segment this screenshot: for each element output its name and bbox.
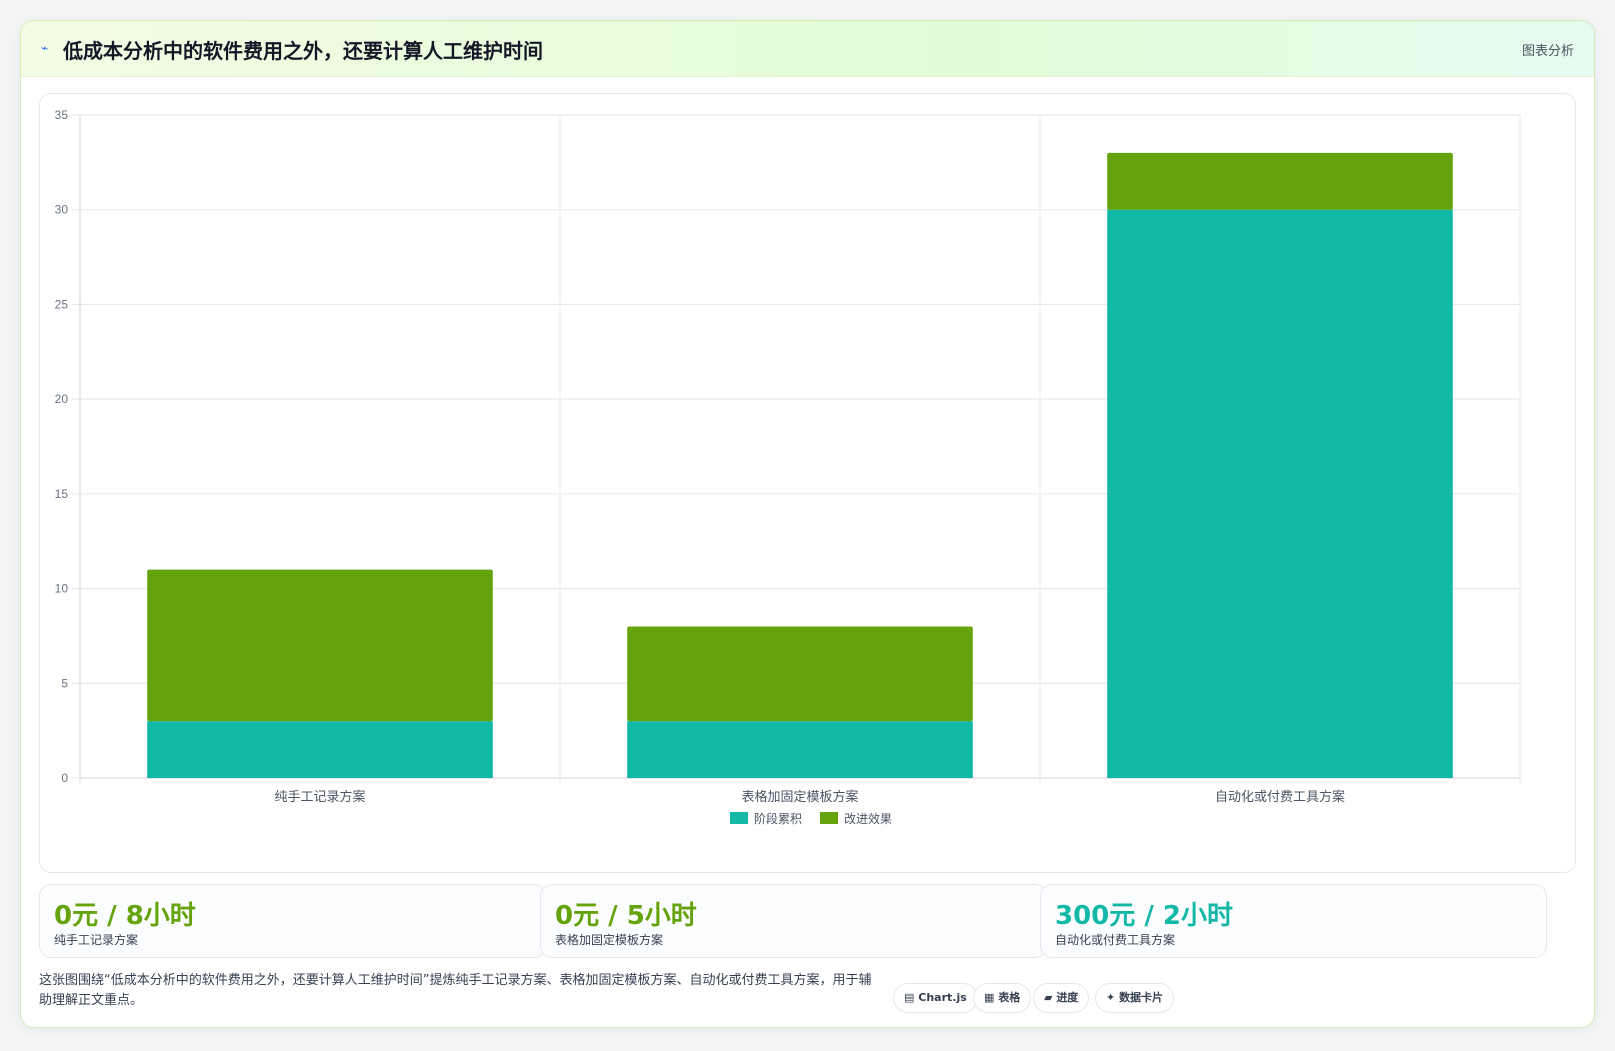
legend-label: 改进效果 [844,811,892,826]
chip-label: 进度 [1056,991,1079,1004]
stat-card-automation: 300元 / 2小时 自动化或付费工具方案 [1040,884,1547,958]
bar-segment [1107,209,1453,778]
stat-value: 0元 / 8小时 [54,901,196,931]
chip-progress[interactable]: ▰ 进度 [1033,983,1090,1013]
stat-label: 自动化或付费工具方案 [1055,933,1176,947]
table-icon: ▦ [984,991,995,1004]
bar-segment [147,569,493,722]
x-tick-label: 表格加固定模板方案 [741,789,858,805]
legend-swatch [820,812,838,824]
chart-analysis-tag: 图表分析 [1521,44,1574,59]
y-tick-label: 30 [55,203,69,217]
stat-label: 表格加固定模板方案 [555,933,664,947]
y-tick-label: 20 [55,392,69,406]
stat-card-manual: 0元 / 8小时 纯手工记录方案 [39,884,546,958]
bar-segment [1107,152,1453,210]
chart-icon: ▤ [904,991,915,1004]
y-tick-label: 0 [61,771,68,785]
stacked-bar-chart: 0 5 10 15 20 25 30 35 纯手工记录方案 表格加固定模板方案 自动化或付费工具方案… [55,108,1521,826]
chip-chartjs[interactable]: ▤ Chart.js [893,983,978,1013]
sparkle-icon: ✦ [1106,991,1116,1004]
y-tick-label: 25 [55,297,69,311]
chip-table[interactable]: ▦ 表格 [973,983,1032,1013]
stat-value: 300元 / 2小时 [1055,901,1233,931]
y-tick-label: 10 [55,582,69,596]
chip-label: Chart.js [918,991,967,1004]
bar-segment [627,721,973,778]
legend-swatch [730,812,748,824]
y-tick-label: 15 [55,487,69,501]
y-tick-label: 5 [61,676,68,690]
y-tick-label: 35 [55,108,69,122]
page-title: 低成本分析中的软件费用之外，还要计算人工维护时间 [63,39,543,63]
chart-container: 0 5 10 15 20 25 30 35 纯手工记录方案 表格加固定模板方案 自动化或付费工具方案… [39,93,1576,873]
chip-label: 表格 [998,991,1021,1004]
x-tick-label: 纯手工记录方案 [274,789,365,805]
progress-icon: ▰ [1044,991,1053,1004]
bar-segment [627,626,973,722]
stat-value: 0元 / 5小时 [555,901,697,931]
card-header: ⌁ 低成本分析中的软件费用之外，还要计算人工维护时间 图表分析 [21,21,1594,77]
chart-description: 这张图围绕“低成本分析中的软件费用之外，还要计算人工维护时间”提炼纯手工记录方案… [39,973,872,1008]
chip-data-card[interactable]: ✦ 数据卡片 [1095,983,1175,1013]
x-tick-label: 自动化或付费工具方案 [1215,789,1345,805]
stats-row: 0元 / 8小时 纯手工记录方案 0元 / 5小时 表格加固定模板方案 300元… [39,884,1576,958]
chart-line-icon: ⌁ [41,41,49,55]
stat-label: 纯手工记录方案 [54,933,139,947]
chip-label: 数据卡片 [1119,991,1164,1004]
stat-card-template: 0元 / 5小时 表格加固定模板方案 [540,884,1047,958]
legend-label: 阶段累积 [754,811,802,826]
bar-segment [147,721,493,778]
chart-card: ⌁ 低成本分析中的软件费用之外，还要计算人工维护时间 图表分析 0 5 10 15 20… [20,20,1595,1028]
